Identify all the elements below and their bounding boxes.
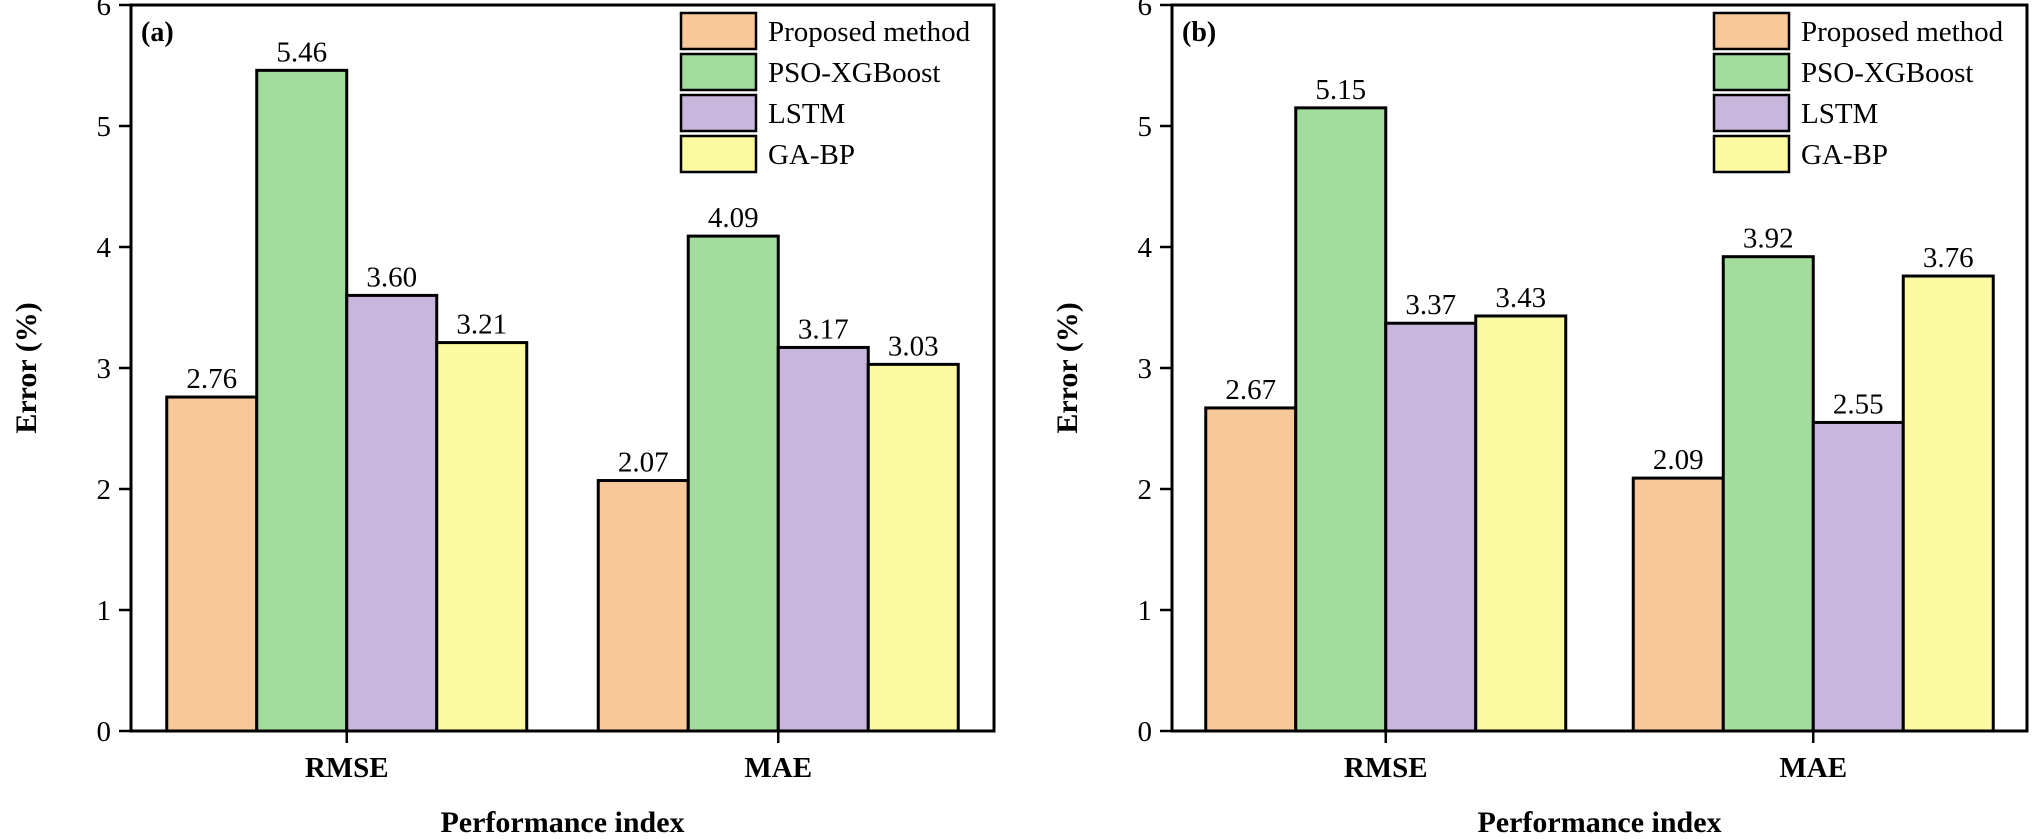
bar-data-label: 3.43 — [1495, 282, 1546, 314]
legend-label: GA-BP — [768, 139, 855, 171]
y-tick-label: 1 — [97, 595, 112, 627]
bar-data-label: 5.15 — [1315, 74, 1366, 106]
plot-frame — [129, 3, 996, 733]
legend-label: LSTM — [1801, 98, 1878, 130]
panel-label: (b) — [1182, 17, 1216, 48]
y-tick-label: 2 — [1138, 474, 1153, 506]
bar-data-label: 2.76 — [186, 363, 237, 395]
legend-swatch — [1712, 93, 1791, 133]
legend-swatch — [1712, 134, 1791, 174]
y-axis-title: Error (%) — [10, 302, 43, 433]
legend-label: Proposed method — [1801, 16, 2004, 48]
bar-rmse-3 — [435, 341, 529, 733]
y-tick-label: 0 — [1138, 716, 1153, 748]
x-tick-label: MAE — [744, 752, 812, 784]
y-tick-label: 6 — [97, 0, 112, 22]
x-tick-label: RMSE — [305, 752, 389, 784]
bar-mae-2 — [1811, 420, 1905, 733]
x-axis-title: Performance index — [1477, 806, 1721, 839]
chart-panel-1: 2.67 5.15 3.37 3.43 RMSE 2.09 3.92 2.55 3.76 MAE 0… — [1051, 0, 2029, 839]
bar-data-label: 3.03 — [888, 330, 939, 362]
x-tick-label: RMSE — [1344, 752, 1428, 784]
legend-label: PSO-XGBoost — [768, 57, 940, 89]
y-axis-title: Error (%) — [1051, 302, 1084, 433]
bar-rmse-3 — [1474, 314, 1568, 733]
bar-rmse-2 — [1384, 321, 1478, 733]
legend-swatch — [1712, 52, 1791, 92]
bar-rmse-0 — [165, 395, 259, 733]
legend-swatch — [679, 93, 758, 133]
bar-data-label: 2.07 — [618, 447, 669, 479]
bar-data-label: 2.55 — [1833, 388, 1884, 420]
y-tick-label: 2 — [97, 474, 112, 506]
legend-swatch — [679, 52, 758, 92]
chart-panel-0: 2.76 5.46 3.60 3.21 RMSE 2.07 4.09 3.17 3.03 MAE 0… — [10, 0, 996, 839]
bar-mae-1 — [1721, 255, 1815, 733]
y-tick-label: 1 — [1138, 595, 1153, 627]
legend-swatch — [679, 134, 758, 174]
legend-swatch — [679, 11, 758, 51]
bar-rmse-1 — [1294, 106, 1388, 733]
legend-label: GA-BP — [1801, 139, 1888, 171]
plot-frame — [1170, 3, 2029, 733]
bar-rmse-0 — [1204, 406, 1298, 733]
bar-data-label: 3.76 — [1923, 242, 1974, 274]
bar-data-label: 2.67 — [1225, 374, 1276, 406]
y-tick-label: 5 — [1138, 111, 1153, 143]
x-axis-title: Performance index — [440, 806, 684, 839]
y-tick-label: 0 — [97, 716, 112, 748]
bar-rmse-2 — [345, 293, 439, 733]
bar-data-label: 3.37 — [1405, 289, 1456, 321]
bar-data-label: 3.60 — [366, 261, 417, 293]
bar-data-label: 5.46 — [276, 36, 327, 68]
bar-rmse-1 — [255, 68, 349, 733]
legend-swatch — [1712, 11, 1791, 51]
bar-mae-0 — [1631, 476, 1725, 733]
bar-mae-0 — [596, 479, 690, 733]
y-tick-label: 5 — [97, 111, 112, 143]
y-tick-label: 4 — [1138, 232, 1153, 264]
legend-label: PSO-XGBoost — [1801, 57, 1973, 89]
x-tick-label: MAE — [1779, 752, 1847, 784]
bar-data-label: 3.21 — [456, 309, 507, 341]
panel-label: (a) — [141, 17, 174, 48]
bar-data-label: 4.09 — [708, 202, 759, 234]
bar-data-label: 3.92 — [1743, 223, 1794, 255]
bar-data-label: 2.09 — [1653, 444, 1704, 476]
bar-mae-3 — [866, 362, 960, 733]
legend-label: Proposed method — [768, 16, 971, 48]
legend-label: LSTM — [768, 98, 845, 130]
bar-mae-2 — [776, 345, 870, 733]
bar-data-label: 3.17 — [798, 313, 849, 345]
bar-mae-1 — [686, 234, 780, 733]
y-tick-label: 4 — [97, 232, 112, 264]
bar-mae-3 — [1901, 274, 1995, 733]
y-tick-label: 6 — [1138, 0, 1153, 22]
y-tick-label: 3 — [1138, 353, 1153, 385]
y-tick-label: 3 — [97, 353, 112, 385]
